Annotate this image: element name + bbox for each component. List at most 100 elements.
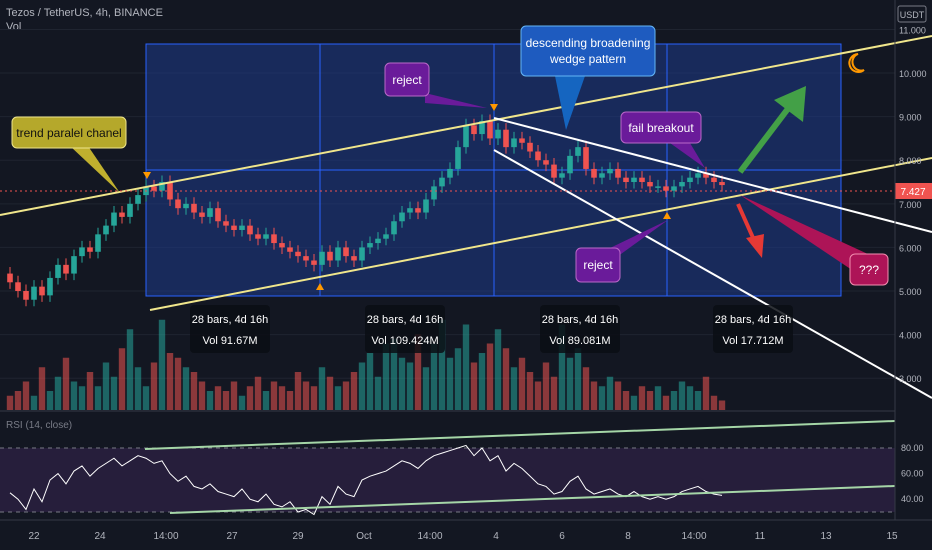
price-tick: 4.000	[899, 331, 922, 341]
volume-bar	[622, 391, 630, 410]
volume-bar	[646, 391, 654, 410]
time-tick: 14:00	[681, 531, 706, 542]
wedge-upper-line	[493, 117, 932, 233]
candle	[415, 208, 421, 213]
volume-bar	[574, 348, 582, 410]
time-tick: 22	[28, 531, 40, 542]
volume-bar	[566, 357, 574, 410]
price-tick: 9.000	[899, 113, 922, 123]
volume-bar	[358, 362, 366, 410]
candle	[119, 212, 125, 217]
volume-bar	[662, 395, 670, 410]
range-stat-bars: 28 bars, 4d 16h	[715, 314, 791, 326]
volume-bar	[502, 348, 510, 410]
candle	[367, 243, 373, 248]
volume-bar	[462, 324, 470, 410]
volume-bar	[422, 367, 430, 410]
candle	[247, 225, 253, 235]
candle	[471, 125, 477, 135]
volume-bar	[478, 353, 486, 410]
callout-fail-breakout	[620, 111, 702, 144]
candle	[271, 234, 277, 244]
volume-bar	[78, 386, 86, 410]
arrow-down-icon	[746, 234, 764, 258]
candle	[47, 277, 53, 296]
rsi-tick: 60.00	[901, 469, 924, 479]
volume-bar	[6, 395, 14, 410]
volume-bar	[614, 381, 622, 410]
time-tick: 15	[886, 531, 898, 542]
candle	[39, 286, 45, 296]
callout-fail-breakout-text: fail breakout	[628, 121, 694, 135]
candle	[543, 160, 549, 165]
volume-bar	[158, 319, 166, 410]
volume-bar	[214, 386, 222, 410]
volume-bar	[102, 362, 110, 410]
candle	[607, 168, 613, 174]
volume-bar	[374, 376, 382, 410]
callout-question	[849, 253, 889, 286]
candle	[31, 286, 37, 300]
rsi-trend-upper	[144, 420, 896, 450]
candle	[583, 147, 589, 169]
candle	[695, 173, 701, 178]
volume-bar	[446, 357, 454, 410]
volume-bar	[190, 372, 198, 410]
volume-bar	[342, 381, 350, 410]
volume-bar	[398, 357, 406, 410]
volume-bar	[174, 357, 182, 410]
range-stat: 28 bars, 4d 16h Vol 17.712M	[713, 305, 793, 353]
time-tick: 24	[94, 531, 106, 542]
volume-bar	[710, 395, 718, 410]
candle	[95, 234, 101, 252]
range-stat-vol: Vol 109.424M	[371, 335, 438, 347]
candle	[495, 129, 501, 139]
candle	[23, 291, 29, 300]
volume-bar	[238, 395, 246, 410]
volume-bar	[606, 376, 614, 410]
candles	[7, 114, 725, 307]
range-stat-bars: 28 bars, 4d 16h	[542, 314, 618, 326]
volume-bar	[334, 386, 342, 410]
moon-icon	[848, 53, 865, 73]
candle	[439, 177, 445, 187]
volume-bar	[558, 324, 566, 410]
volume-bar	[62, 357, 70, 410]
candle	[311, 260, 317, 265]
volume-bar	[262, 391, 270, 410]
rsi-pane	[0, 410, 896, 516]
candle	[407, 208, 413, 213]
callout-wedge	[520, 25, 656, 77]
markers	[143, 53, 865, 290]
volume-bar	[630, 395, 638, 410]
candle	[287, 247, 293, 252]
time-tick: 8	[625, 531, 631, 542]
candle	[135, 195, 141, 204]
candle	[455, 147, 461, 169]
candle	[479, 120, 485, 135]
candle	[319, 251, 325, 265]
callout-reject-top	[384, 62, 430, 97]
volume-bar	[142, 386, 150, 410]
candle	[599, 173, 605, 178]
candle	[687, 177, 693, 183]
volume-bar	[126, 329, 134, 410]
volume-bar	[678, 381, 686, 410]
volume-bar	[454, 348, 462, 410]
volume-bar	[486, 343, 494, 410]
volume-bar	[638, 386, 646, 410]
callouts[interactable]: trend paralel chanel descending broadeni…	[11, 25, 889, 286]
volume-bar	[518, 357, 526, 410]
range-stat-bars: 28 bars, 4d 16h	[367, 314, 443, 326]
candle	[447, 168, 453, 178]
candle	[215, 208, 221, 222]
time-tick: 27	[226, 531, 238, 542]
volume-bar	[318, 367, 326, 410]
candle	[511, 138, 517, 148]
candle	[295, 251, 301, 257]
volume-bar	[54, 376, 62, 410]
candle	[103, 225, 109, 235]
volume-bar	[270, 381, 278, 410]
callout-reject-bottom	[575, 247, 621, 283]
